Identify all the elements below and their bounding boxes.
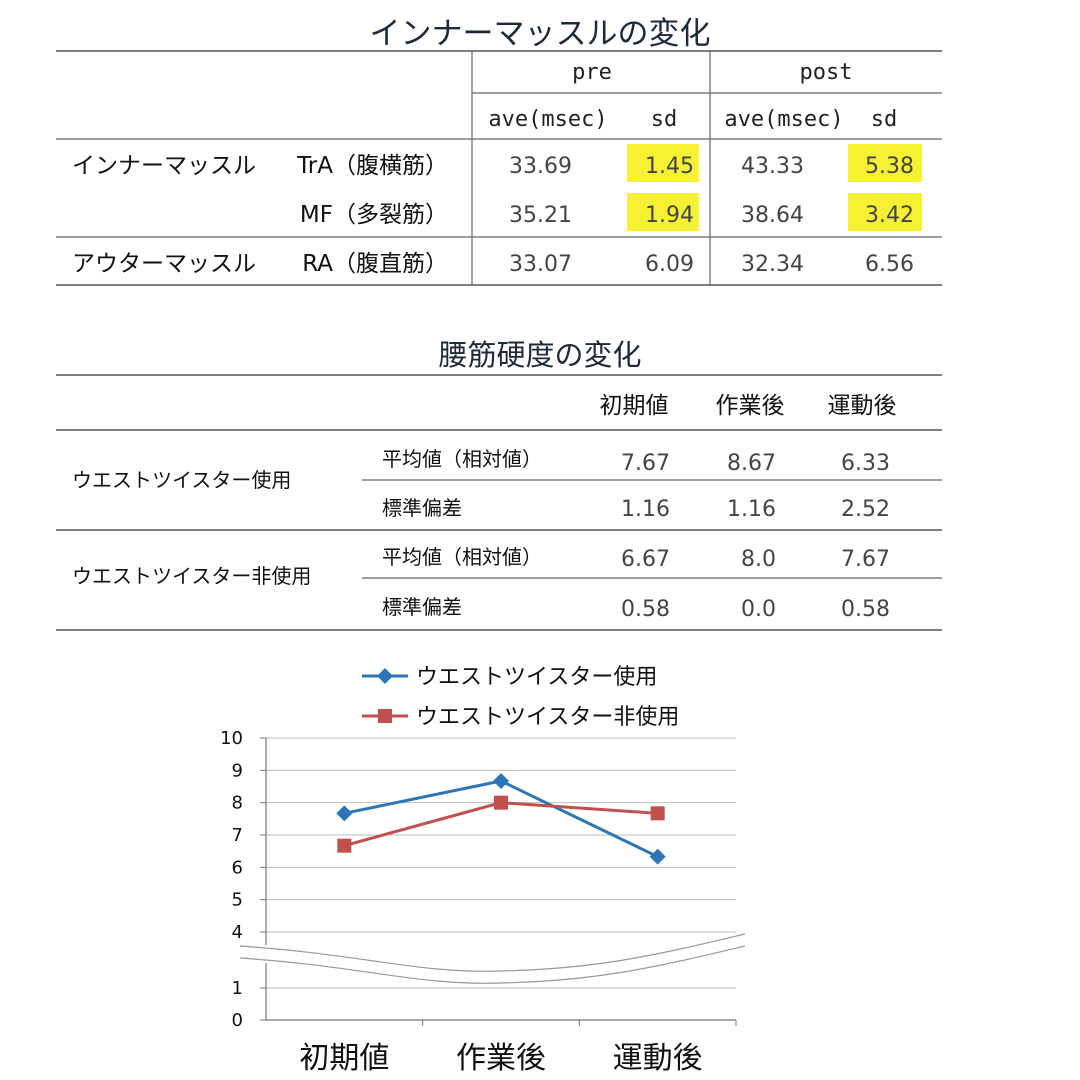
highlight-tra-post-sd	[848, 144, 922, 182]
y-tick-label: 5	[232, 890, 243, 911]
y-tick-label: 9	[232, 760, 243, 781]
table2-title: 腰筋硬度の変化	[438, 338, 642, 372]
chart-series	[336, 773, 666, 865]
cell-ra-pre-ave: 33.07	[509, 252, 572, 277]
header-pre: pre	[572, 60, 612, 85]
axis-break-band	[239, 931, 748, 987]
data-point	[494, 795, 508, 810]
cell-tra-pre-sd: 1.45	[645, 154, 694, 179]
x-category-label: 作業後	[456, 1041, 546, 1076]
row-group-inner: インナーマッスル	[72, 153, 256, 179]
table1: pre post ave(msec) sd ave(msec) sd インナーマ…	[56, 50, 942, 286]
row-group-outer: アウターマッスル	[72, 251, 256, 277]
x-category-label: 運動後	[613, 1041, 703, 1076]
x-category-label: 初期値	[299, 1041, 389, 1076]
subheader-pre-ave: ave(msec)	[488, 107, 607, 132]
cell-mf-pre-ave: 35.21	[509, 203, 572, 228]
legend-label: ウエストツイスター非使用	[416, 705, 679, 730]
axis-break-edge	[239, 933, 746, 972]
subheader-post-ave: ave(msec)	[724, 107, 843, 132]
data-point	[493, 773, 509, 790]
y-tick-label: 6	[232, 857, 243, 878]
header-post: post	[800, 60, 853, 85]
cell-ra-pre-sd: 6.09	[645, 252, 694, 277]
data-point	[650, 806, 665, 821]
chart-axes: 4 5 6 7 8 9 10 0 1 初期値 作業後 運動後	[220, 728, 748, 1076]
axis-break-edge	[239, 945, 746, 984]
legend-marker	[378, 709, 392, 723]
y-tick-label: 1	[232, 978, 243, 999]
row-muscle-tra: TrA（腹横筋）	[296, 153, 448, 179]
data-point	[649, 848, 666, 865]
table1-title: インナーマッスルの変化	[369, 16, 711, 52]
subheader-post-sd: sd	[871, 107, 898, 132]
row-muscle-ra: RA（腹直筋）	[302, 251, 448, 277]
y-tick-label: 0	[232, 1010, 243, 1031]
y-tick-label: 8	[232, 793, 243, 814]
series-line	[344, 779, 659, 859]
cell-mf-post-ave: 38.64	[741, 203, 804, 228]
highlight-tra-pre-sd	[627, 144, 699, 182]
highlight-mf-pre-sd	[627, 193, 699, 231]
y-tick-label: 7	[232, 825, 243, 846]
y-tick-label: 10	[220, 728, 243, 749]
cell-mf-pre-sd: 1.94	[645, 203, 694, 228]
highlight-mf-post-sd	[848, 193, 922, 231]
cell-ra-post-ave: 32.34	[741, 252, 804, 277]
subheader-pre-sd: sd	[651, 107, 678, 132]
cell-tra-post-sd: 5.38	[865, 154, 914, 179]
cell-mf-post-sd: 3.42	[865, 203, 914, 228]
chart-grid	[266, 737, 736, 989]
legend-label: ウエストツイスター使用	[416, 665, 657, 690]
row-muscle-mf: MF（多裂筋）	[300, 202, 448, 228]
data-point	[337, 838, 352, 853]
y-tick-label: 4	[232, 922, 243, 943]
cell-tra-pre-ave: 33.69	[509, 154, 572, 179]
data-point	[336, 805, 353, 822]
cell-ra-post-sd: 6.56	[865, 252, 914, 277]
legend-marker	[377, 668, 393, 684]
cell-tra-post-ave: 43.33	[741, 154, 804, 179]
